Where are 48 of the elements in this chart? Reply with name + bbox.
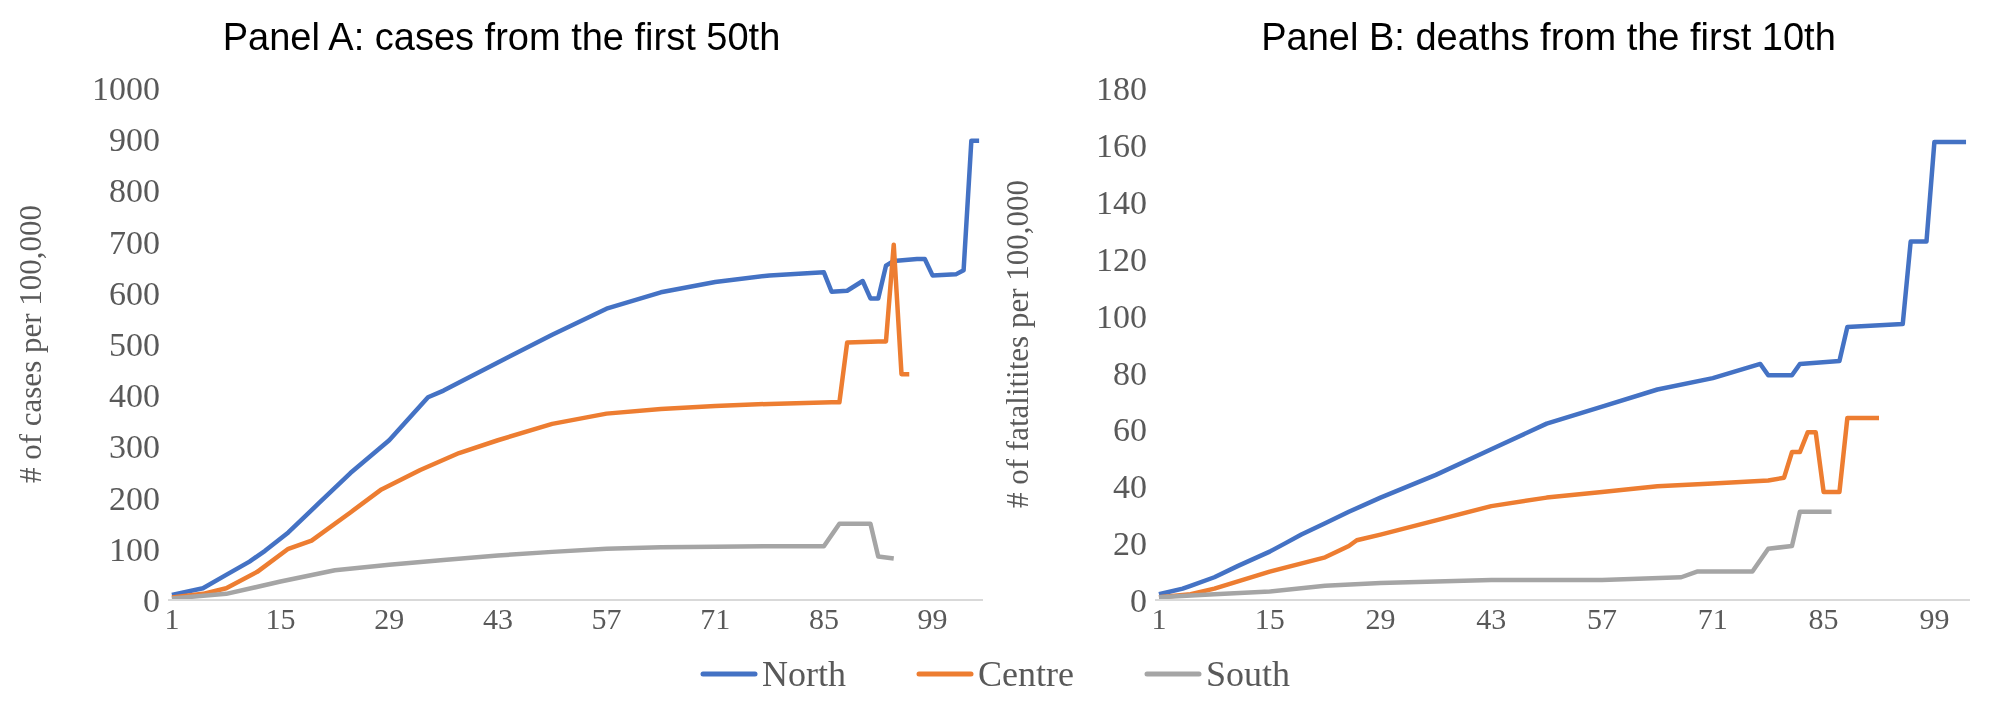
x-tick-label: 99 (1919, 602, 1950, 636)
y-tick-label: 400 (109, 377, 160, 415)
chart-title: Panel B: deaths from the first 10th (1260, 15, 1837, 60)
line-series (169, 521, 896, 600)
x-tick-label: 29 (374, 602, 405, 636)
y-tick-label: 200 (109, 479, 160, 517)
x-tick-label: 57 (591, 602, 622, 636)
y-tick-label: 180 (1096, 70, 1147, 108)
line-series (1156, 509, 1834, 600)
y-tick-label: 40 (1113, 468, 1147, 506)
y-tick-label: 600 (109, 274, 160, 312)
y-tick-label: 1000 (92, 70, 160, 108)
x-tick-label: 15 (1254, 602, 1285, 636)
y-tick-label: 500 (109, 326, 160, 364)
x-tick-label: 29 (1365, 602, 1396, 636)
x-tick-label: 99 (917, 602, 948, 636)
legend-label: South (1205, 653, 1290, 695)
y-tick-label: 0 (1130, 582, 1147, 620)
y-tick-label: 800 (109, 172, 160, 210)
line-series (169, 138, 982, 598)
x-tick-label: 1 (164, 602, 180, 636)
y-tick-label: 900 (109, 121, 160, 159)
x-tick-label: 71 (1697, 602, 1728, 636)
y-tick-label: 100 (1096, 297, 1147, 335)
chart-title: Panel A: cases from the first 50th (221, 15, 782, 60)
x-tick-label: 1 (1151, 602, 1167, 636)
y-tick-label: 700 (109, 223, 160, 261)
legend-label: Centre (978, 653, 1074, 695)
x-tick-label: 85 (1808, 602, 1839, 636)
x-tick-label: 43 (1476, 602, 1507, 636)
y-tick-label: 100 (109, 530, 160, 568)
x-tick-label: 15 (265, 602, 296, 636)
y-tick-label: 160 (1096, 126, 1147, 164)
x-tick-label: 57 (1587, 602, 1618, 636)
x-tick-label: 85 (808, 602, 839, 636)
line-series (1156, 139, 1969, 597)
y-tick-label: 300 (109, 428, 160, 466)
x-tick-label: 71 (700, 602, 731, 636)
y-tick-label: 140 (1096, 183, 1147, 221)
y-tick-label: 20 (1113, 525, 1147, 563)
y-tick-label: 80 (1113, 354, 1147, 392)
y-tick-label: 120 (1096, 240, 1147, 278)
y-axis-title: # of fatalitites per 100,000 (1000, 180, 1036, 508)
y-tick-label: 60 (1113, 411, 1147, 449)
legend-label: North (762, 653, 846, 695)
y-tick-label: 0 (143, 582, 160, 620)
y-axis-title: # of cases per 100,000 (13, 204, 49, 484)
x-tick-label: 43 (482, 602, 513, 636)
